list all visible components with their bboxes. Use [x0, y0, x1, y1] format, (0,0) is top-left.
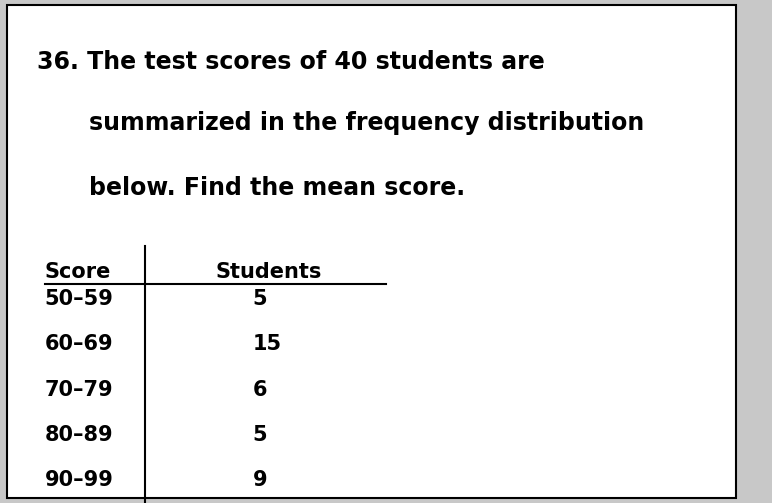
Text: Students: Students	[215, 262, 322, 282]
Text: 36. The test scores of 40 students are: 36. The test scores of 40 students are	[37, 50, 545, 74]
Text: 50–59: 50–59	[45, 289, 113, 309]
Text: 6: 6	[252, 380, 267, 400]
FancyBboxPatch shape	[8, 5, 736, 498]
Text: Score: Score	[45, 262, 111, 282]
Text: 5: 5	[252, 425, 267, 445]
Text: 80–89: 80–89	[45, 425, 113, 445]
Text: 15: 15	[252, 334, 282, 355]
Text: 9: 9	[252, 470, 267, 490]
Text: 60–69: 60–69	[45, 334, 113, 355]
Text: 70–79: 70–79	[45, 380, 113, 400]
Text: 5: 5	[252, 289, 267, 309]
Text: summarized in the frequency distribution: summarized in the frequency distribution	[90, 111, 645, 135]
Text: 90–99: 90–99	[45, 470, 113, 490]
Text: below. Find the mean score.: below. Find the mean score.	[90, 176, 466, 200]
